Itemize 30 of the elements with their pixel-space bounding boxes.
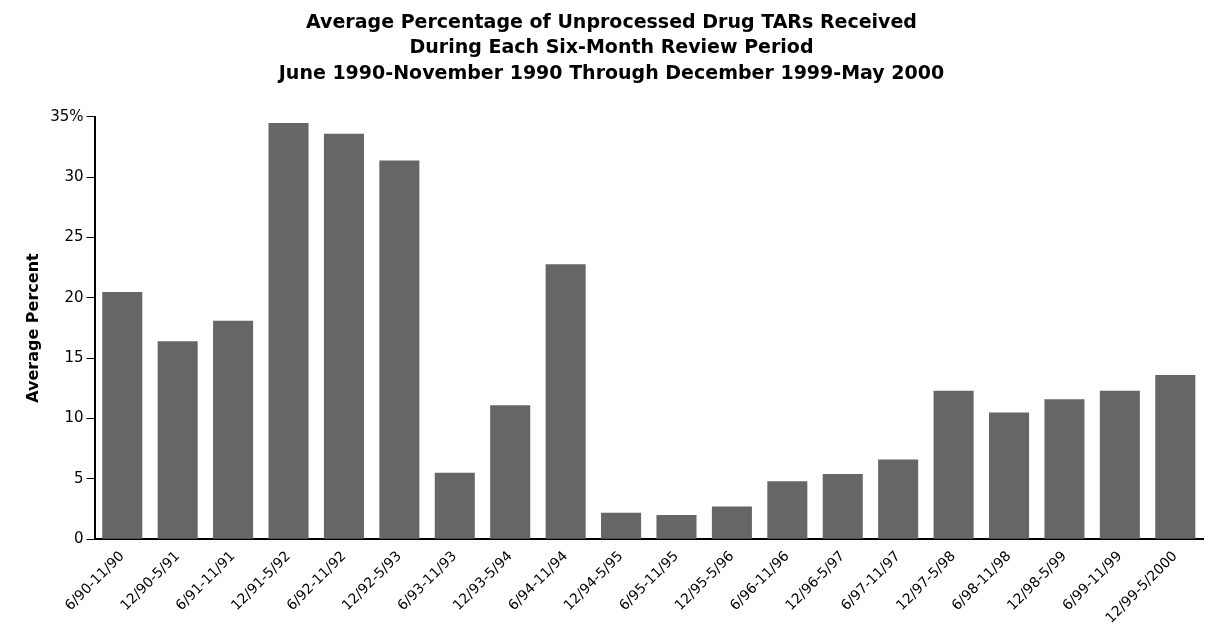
- bar: [1155, 375, 1196, 539]
- bar: [213, 320, 254, 539]
- bar: [878, 459, 919, 539]
- bar: [379, 160, 420, 539]
- y-tick-label: 20: [64, 287, 84, 306]
- bar: [656, 515, 697, 539]
- bar: [1099, 390, 1140, 539]
- bar: [157, 341, 198, 539]
- bar: [711, 506, 752, 539]
- bar: [268, 122, 309, 539]
- y-tick-label: 5: [73, 468, 84, 487]
- chart-title: Average Percentage of Unprocessed Drug TARs Received During Each Six-Month Review Period June 1990-November 1990 Through December 1999-May 2000: [276, 9, 945, 84]
- y-axis-title: Average Percent: [22, 252, 42, 403]
- y-tick-label: 30: [64, 167, 84, 186]
- y-tick-label: 25: [64, 227, 84, 246]
- y-tick-label: 35%: [50, 106, 84, 125]
- y-tick-label: 10: [64, 408, 84, 427]
- bar: [933, 390, 974, 539]
- bar: [545, 264, 586, 539]
- bar: [989, 412, 1030, 539]
- bar: [767, 481, 808, 539]
- bar: [490, 405, 531, 539]
- bar: [601, 512, 642, 539]
- bar: [822, 474, 863, 539]
- y-tick-label: 0: [73, 529, 84, 548]
- bar: [102, 291, 143, 539]
- bar: [323, 133, 364, 539]
- bar: [1044, 399, 1085, 539]
- bar: [434, 472, 475, 539]
- y-tick-label: 15: [64, 348, 84, 367]
